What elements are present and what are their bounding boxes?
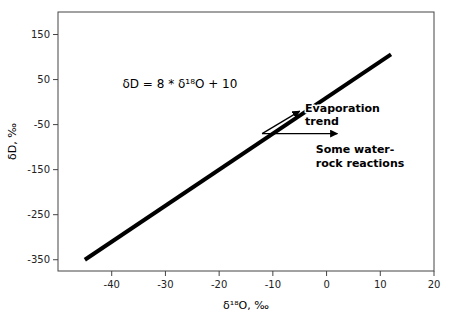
y-tick-label: 50 (37, 74, 50, 85)
y-tick (53, 79, 58, 80)
y-tick-label: -150 (27, 164, 50, 175)
annotation-line: Evaporation (305, 102, 380, 115)
y-tick (53, 124, 58, 125)
x-tick (326, 271, 327, 276)
annotation-arrow (262, 111, 300, 134)
x-axis-label: δ¹⁸O, ‰ (223, 299, 269, 312)
chart: -40 -30 -20 -10 0 10 20 -350 -250 -150 -50 50 150 δ¹⁸… (0, 0, 450, 317)
x-tick (272, 271, 273, 276)
y-tick-label: -50 (34, 119, 50, 130)
y-axis-label: δD, ‰ (6, 123, 19, 160)
x-tick (165, 271, 166, 276)
plot-frame (58, 12, 434, 271)
annotation-line: rock reactions (316, 157, 405, 170)
annotation-line: δD = 8 * δ¹⁸O + 10 (122, 77, 237, 91)
x-tick (219, 271, 220, 276)
x-tick-label: -20 (211, 279, 227, 290)
x-tick-label: -10 (265, 279, 281, 290)
x-tick-label: -30 (157, 279, 173, 290)
y-tick-label: 150 (31, 29, 50, 40)
x-tick-label: 20 (428, 279, 441, 290)
annotation-arrow (262, 133, 337, 134)
y-tick (53, 169, 58, 170)
y-tick-label: -350 (27, 254, 50, 265)
y-tick-label: -250 (27, 209, 50, 220)
annotation-label: Some water-rock reactions (316, 143, 405, 169)
y-tick (53, 214, 58, 215)
x-tick-label: -40 (104, 279, 120, 290)
annotation-line: Some water- (316, 143, 395, 156)
equation-label: δD = 8 * δ¹⁸O + 10 (122, 77, 237, 91)
annotation-label: Evaporationtrend (305, 102, 380, 128)
y-tick (53, 34, 58, 35)
x-tick (434, 271, 435, 276)
y-tick (53, 259, 58, 260)
x-tick (111, 271, 112, 276)
x-tick-label: 0 (323, 279, 329, 290)
x-tick (380, 271, 381, 276)
x-tick-label: 10 (374, 279, 387, 290)
annotation-line: trend (305, 115, 339, 128)
